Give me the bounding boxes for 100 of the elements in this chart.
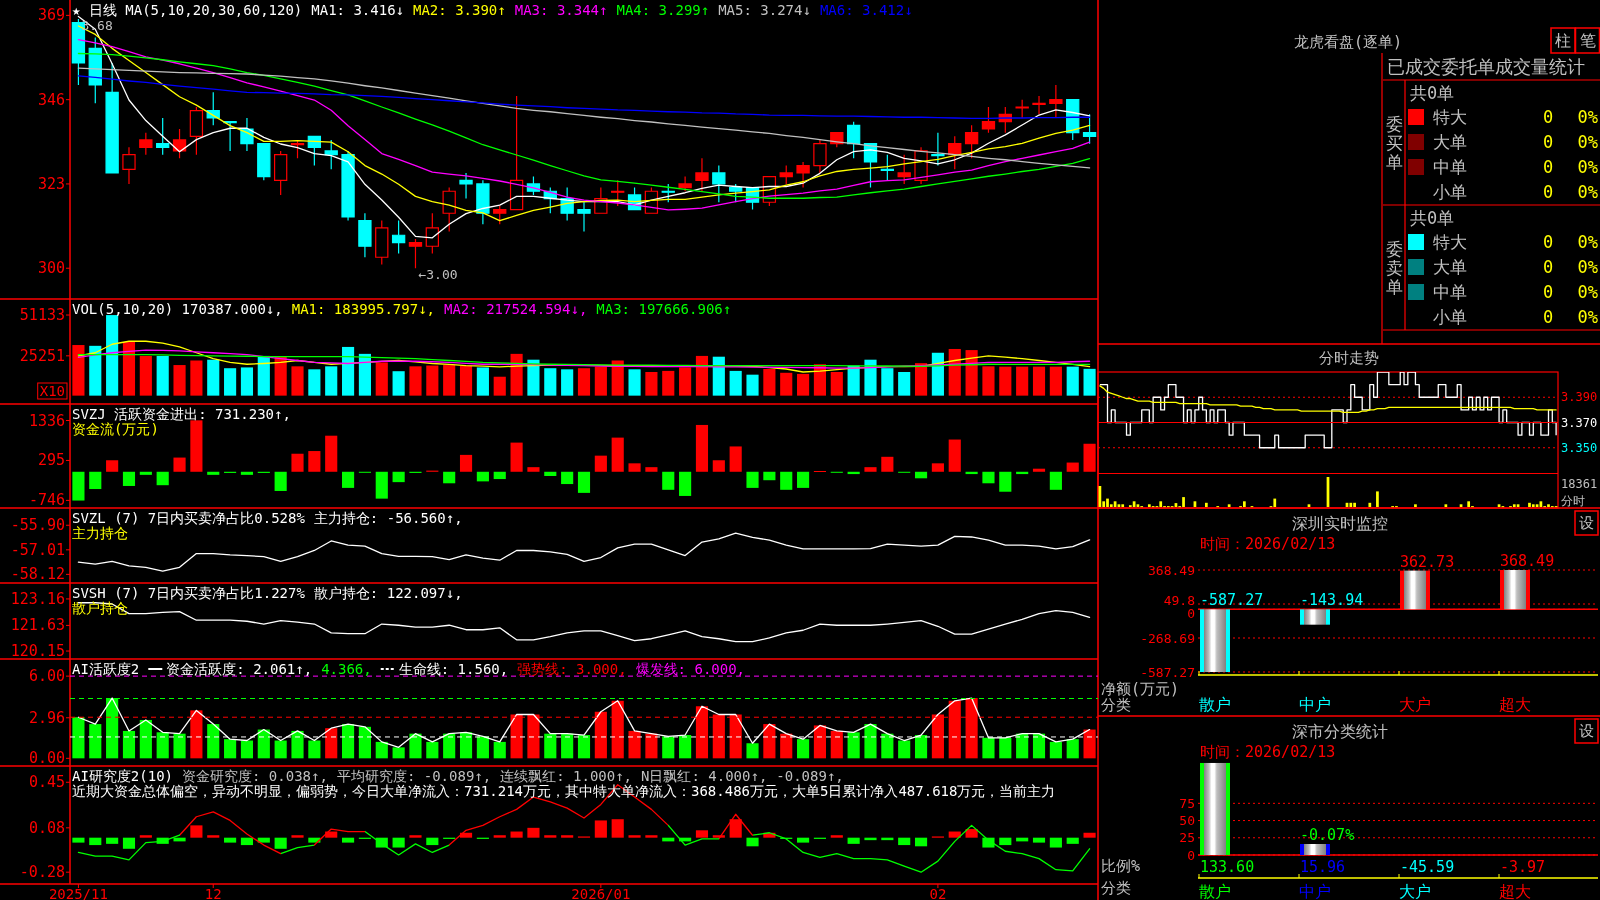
legend: MA3: 197666.906↑ bbox=[596, 301, 732, 317]
ref-label: 4.366, bbox=[321, 661, 372, 677]
category: 特大 bbox=[1433, 107, 1467, 127]
data-label: 368.49 bbox=[1500, 552, 1555, 570]
y-tick: 300 bbox=[37, 259, 65, 278]
x-tick: 散户 bbox=[1199, 881, 1231, 900]
data-label: 0 bbox=[1542, 282, 1554, 302]
y-tick: 120.15 bbox=[10, 642, 65, 661]
annotation: 资金研究度: 0.038↑, bbox=[182, 768, 328, 784]
y-tick: 50 bbox=[1179, 813, 1195, 829]
subtitle: 时间：2026/02/13 bbox=[1200, 743, 1336, 761]
y-tick: 0 bbox=[1187, 605, 1195, 621]
data-label: 15.96 bbox=[1300, 858, 1346, 876]
legend: MA3: 3.344↑ bbox=[514, 2, 608, 18]
legend: 主力持仓: -56.560↑, bbox=[313, 510, 463, 526]
y-tick: -587.27 bbox=[1140, 664, 1195, 680]
x-tick: 中户 bbox=[1299, 881, 1331, 900]
category: 中单 bbox=[1433, 282, 1467, 302]
legend: MA5: 3.274↓ bbox=[718, 2, 811, 18]
x-tick: 超大 bbox=[1499, 881, 1531, 900]
annotation: 分时 bbox=[1561, 494, 1585, 508]
title: 深圳实时监控 bbox=[1292, 513, 1388, 533]
data-label: -143.94 bbox=[1300, 591, 1364, 610]
y-tick: -55.90 bbox=[10, 516, 65, 535]
y-tick: 75 bbox=[1179, 795, 1195, 811]
category: 中单 bbox=[1433, 157, 1467, 177]
ref-label: 强势线: 3.000, bbox=[517, 661, 627, 677]
y-tick: 295 bbox=[37, 451, 65, 470]
annotation: 平均研究度: -0.089↑, bbox=[336, 768, 492, 784]
data-label: 0% bbox=[1577, 232, 1598, 252]
annotation: -0.07% bbox=[1300, 826, 1355, 844]
data-label: 0% bbox=[1577, 182, 1598, 202]
y-tick: -58.12 bbox=[10, 565, 65, 584]
y-tick: 6.00 bbox=[28, 667, 65, 686]
x-tick: 超大 bbox=[1499, 694, 1531, 714]
title: SVZJ 活跃资金进出: 731.230↑, bbox=[72, 406, 291, 422]
title: 深市分类统计 bbox=[1292, 721, 1388, 741]
x-tick: 大户 bbox=[1399, 694, 1431, 714]
data-label: 0% bbox=[1577, 307, 1598, 327]
y-tick: -0.28 bbox=[19, 863, 65, 882]
y-tick: 49.8 bbox=[1163, 592, 1195, 608]
subtitle: 已成交委托单成交量统计 bbox=[1387, 55, 1585, 77]
data-label: 0 bbox=[1542, 132, 1554, 152]
title: AI活跃度2 bbox=[72, 661, 140, 677]
data-label: 0% bbox=[1577, 107, 1598, 127]
ylabel: X10 bbox=[39, 383, 65, 399]
ylabel: 净额(万元) bbox=[1101, 680, 1180, 698]
y-tick: 368.49 bbox=[1148, 562, 1195, 578]
y-tick: 25 bbox=[1179, 830, 1195, 846]
title: 龙虎看盘(逐单) bbox=[1293, 33, 1403, 51]
subtitle: 时间：2026/02/13 bbox=[1200, 535, 1336, 553]
label: 柱 bbox=[1555, 31, 1571, 50]
annotation: ←3.00 bbox=[418, 266, 458, 282]
y-tick: -268.69 bbox=[1140, 630, 1195, 646]
xlabel: 分类 bbox=[1101, 879, 1131, 897]
title: SVSH (7) 7日内买卖净占比1.227% bbox=[72, 585, 305, 601]
data-label: 0% bbox=[1577, 157, 1598, 177]
legend: 资金活跃度: 2.061↑, bbox=[166, 661, 313, 677]
y-tick: 3.390 bbox=[1561, 390, 1598, 405]
x-tick: 12 bbox=[204, 885, 222, 900]
subtitle: 资金流(万元) bbox=[72, 421, 159, 437]
title: 分时走势 bbox=[1319, 349, 1379, 367]
title: SVZL (7) 7日内买卖净占比0.528% bbox=[72, 510, 305, 526]
data-label: -45.59 bbox=[1400, 858, 1455, 876]
legend: MA6: 3.412↓ bbox=[819, 2, 913, 18]
data-label: 362.73 bbox=[1400, 552, 1455, 571]
y-tick: 25251 bbox=[19, 346, 65, 365]
title: ★ 日线 MA(5,10,20,30,60,120) bbox=[72, 2, 303, 18]
data-label: -3.97 bbox=[1500, 858, 1546, 876]
y-tick: 346 bbox=[37, 90, 65, 109]
data-label: 0 bbox=[1542, 257, 1554, 277]
xlabel: 分类 bbox=[1101, 696, 1131, 714]
x-tick: 中户 bbox=[1299, 694, 1331, 714]
annotation: 共0单 bbox=[1410, 83, 1455, 103]
annotation: -0.089↑, bbox=[776, 768, 844, 784]
title: VOL(5,10,20) 170387.000↓, bbox=[72, 301, 283, 317]
y-tick: 323 bbox=[37, 174, 65, 193]
title: AI研究度2(10) bbox=[72, 768, 173, 784]
x-tick: 2025/11 bbox=[48, 885, 108, 900]
data-label: 0% bbox=[1577, 282, 1598, 302]
y-tick: 0.08 bbox=[28, 818, 65, 837]
y-tick: -57.01 bbox=[10, 540, 65, 559]
subtitle: 主力持仓 bbox=[72, 525, 128, 541]
annotation: N日飘红: 4.000↑, bbox=[641, 768, 768, 784]
y-tick: 3.370 bbox=[1561, 415, 1598, 430]
y-tick: 121.63 bbox=[10, 616, 65, 635]
legend: MA1: 3.416↓ bbox=[311, 2, 404, 18]
category: 小单 bbox=[1433, 307, 1467, 327]
legend: MA1: 183995.797↓, bbox=[291, 301, 435, 317]
legend: MA2: 3.390↑ bbox=[413, 2, 506, 18]
annotation: 连续飘红: 1.000↑, bbox=[500, 768, 633, 784]
legend: MA4: 3.299↑ bbox=[616, 2, 710, 18]
ref-label: 爆发线: 6.000, bbox=[635, 661, 746, 677]
x-tick: 大户 bbox=[1399, 881, 1431, 900]
y-tick: 3.350 bbox=[1561, 440, 1598, 455]
y-tick: 0.45 bbox=[28, 773, 65, 792]
label: 设 bbox=[1579, 722, 1594, 740]
category: 大单 bbox=[1433, 257, 1467, 277]
data-label: 0 bbox=[1542, 307, 1554, 327]
annotation: 共0单 bbox=[1410, 208, 1455, 228]
